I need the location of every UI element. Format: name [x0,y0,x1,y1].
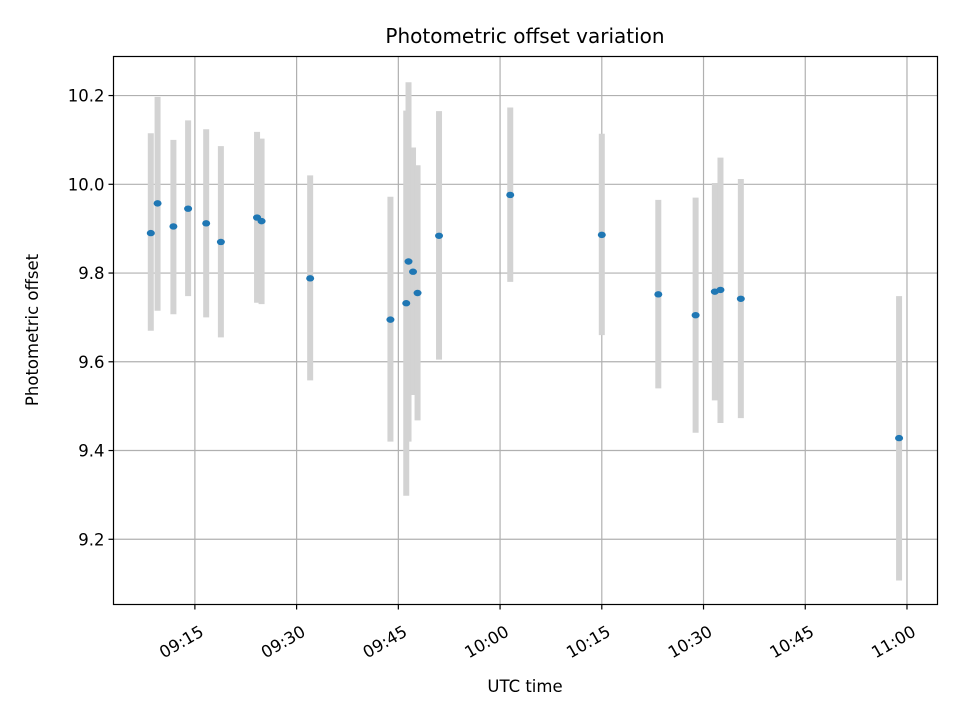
chart-title: Photometric offset variation [385,24,664,48]
data-point [654,291,663,298]
plot-area-frame [112,55,939,606]
data-point [716,286,725,294]
y-tick-label: 10.0 [68,175,105,194]
data-point [895,434,904,442]
data-point [306,275,315,282]
x-axis-label: UTC time [487,677,562,696]
y-tick-label: 9.8 [78,264,104,283]
y-axis-ticks: 9.2 9.4 9.6 9.8 10.0 10.2 [68,87,114,549]
data-point [691,311,700,319]
data-point [413,289,422,297]
data-points [146,191,904,442]
y-tick-label: 9.2 [78,530,104,549]
data-point [402,300,411,307]
y-tick-label: 9.6 [78,353,104,372]
data-point [404,258,413,265]
data-point [435,232,444,239]
y-tick-label: 10.2 [68,87,105,106]
data-point [506,191,515,199]
data-point [216,238,225,246]
data-point [386,316,395,323]
data-point [184,205,193,212]
y-tick-label: 9.4 [78,442,104,461]
y-axis-label: Photometric offset [23,253,42,406]
data-point [736,295,745,302]
data-point [153,200,162,207]
data-point [257,217,266,225]
data-point [597,231,606,239]
data-point [409,268,418,275]
data-point [202,220,211,227]
data-point [146,229,155,237]
data-point [169,223,178,230]
